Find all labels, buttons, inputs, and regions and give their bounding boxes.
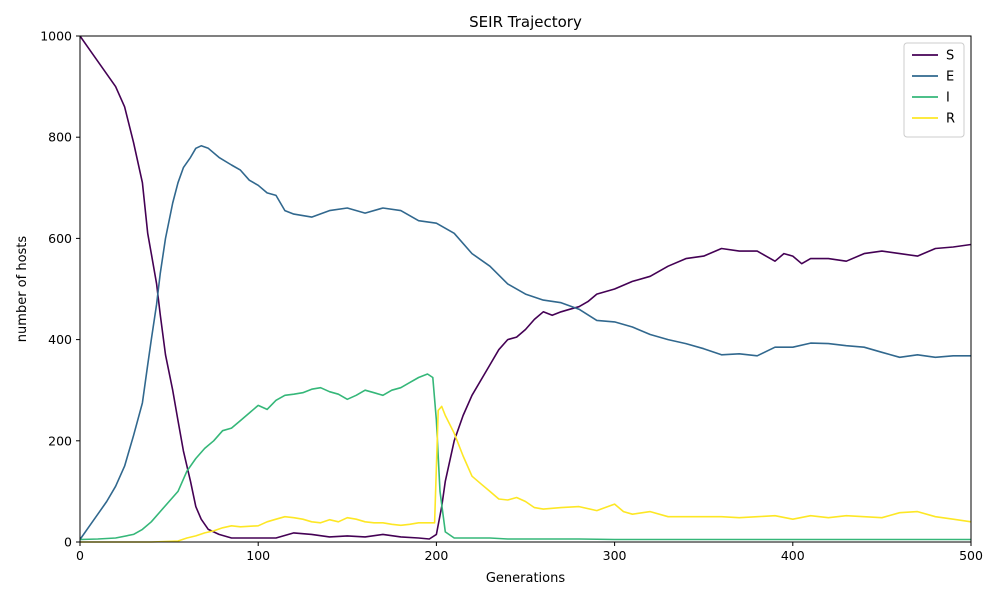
legend-label-e: E	[946, 70, 954, 85]
legend: SEIR	[903, 42, 965, 138]
x-tick-label: 400	[781, 548, 805, 563]
y-tick-label: 200	[48, 433, 72, 448]
y-tick-label: 0	[64, 535, 72, 550]
legend-label-s: S	[946, 49, 954, 64]
y-tick-label: 600	[48, 231, 72, 246]
axes-layer	[79, 35, 972, 543]
x-tick-label: 100	[246, 548, 270, 563]
x-axis-label: Generations	[486, 571, 566, 586]
y-tick-label: 1000	[40, 29, 72, 44]
y-tick-label: 800	[48, 130, 72, 145]
plot-frame	[79, 35, 972, 543]
y-tick-label: 400	[48, 332, 72, 347]
y-axis-ticks: 0 200 400 600 800 1000	[40, 29, 80, 550]
plot-area-background	[80, 36, 971, 542]
x-axis-ticks: 0 100 200 300 400 500	[76, 542, 983, 563]
legend-box	[903, 42, 965, 138]
x-tick-label: 500	[959, 548, 983, 563]
series-layer	[79, 35, 972, 543]
x-tick-label: 300	[603, 548, 627, 563]
series-line-r	[80, 405, 972, 543]
x-tick-label: 200	[424, 548, 448, 563]
legend-label-i: I	[946, 91, 950, 106]
y-axis-label: number of hosts	[15, 236, 30, 343]
legend-label-r: R	[946, 112, 955, 127]
series-line-i	[79, 373, 971, 541]
chart-title: SEIR Trajectory	[469, 13, 582, 31]
x-tick-label: 0	[76, 548, 84, 563]
series-line-s	[79, 35, 972, 540]
series-line-e	[79, 145, 971, 540]
